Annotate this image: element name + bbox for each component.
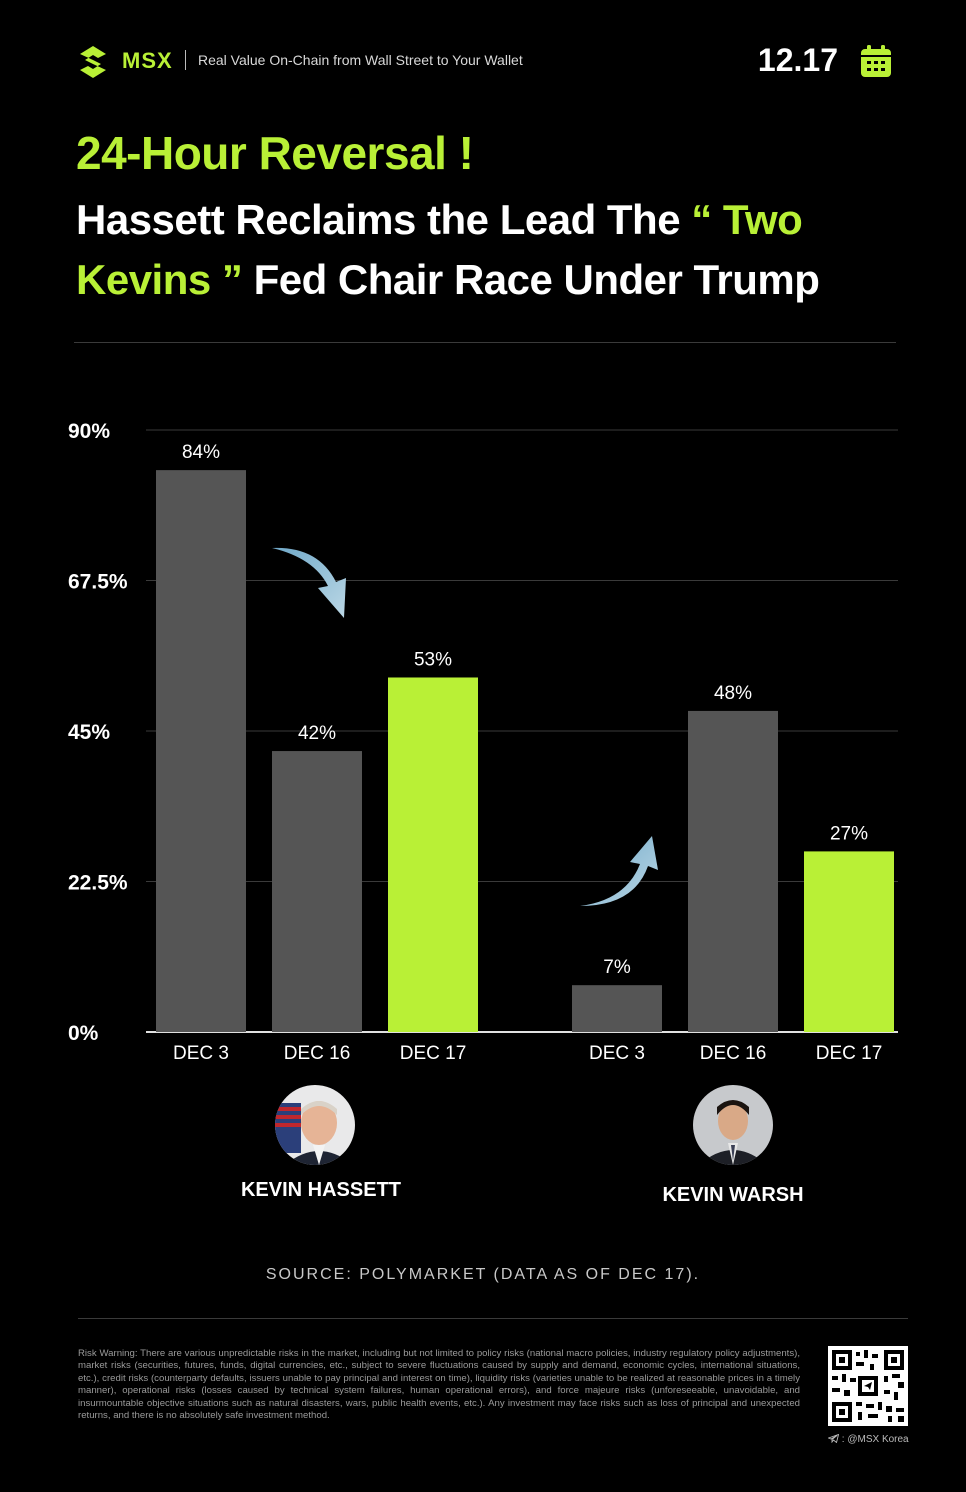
y-tick-label: 45%	[68, 721, 110, 744]
warsh-name: KEVIN WARSH	[662, 1184, 804, 1206]
subheadline-part2: Fed Chair Race Under Trump	[242, 256, 820, 303]
bar	[272, 751, 362, 1032]
subheadline-part1: Hassett Reclaims the Lead The	[76, 196, 692, 243]
data-label: 48%	[714, 683, 752, 704]
y-tick-label: 22.5%	[68, 872, 128, 895]
brand-name: MSX	[122, 48, 173, 73]
data-label: 84%	[182, 442, 220, 463]
data-label: 7%	[603, 957, 631, 978]
bar	[804, 851, 894, 1032]
x-tick-label: DEC 16	[284, 1043, 351, 1064]
msx-logo-icon	[80, 46, 106, 78]
date-label: 12.17	[757, 42, 838, 78]
y-tick-label: 90%	[68, 420, 110, 443]
subheadline: Hassett Reclaims the Lead The “ Two Kevi…	[76, 190, 936, 310]
telegram-icon	[827, 1433, 840, 1444]
calendar-icon	[861, 45, 891, 77]
brand-separator	[185, 50, 186, 70]
x-tick-label: DEC 17	[816, 1043, 883, 1064]
x-tick-label: DEC 16	[700, 1043, 767, 1064]
trend-down-arrow-icon	[272, 547, 346, 618]
qr-code-icon[interactable]	[828, 1346, 908, 1426]
social-handle[interactable]: : @MSX Korea	[827, 1433, 918, 1445]
x-tick-label: DEC 3	[173, 1043, 229, 1064]
data-label: 42%	[298, 723, 336, 744]
bar	[572, 985, 662, 1032]
bar	[388, 677, 478, 1032]
bar	[156, 470, 246, 1033]
source-note: SOURCE: POLYMARKET (DATA AS OF DEC 17).	[265, 1266, 701, 1283]
warsh-avatar-icon	[693, 1085, 773, 1165]
data-label: 27%	[830, 823, 868, 844]
x-tick-label: DEC 17	[400, 1043, 467, 1064]
headline: 24-Hour Reversal !	[76, 127, 474, 179]
top-divider	[74, 342, 896, 343]
x-tick-label: DEC 3	[589, 1043, 645, 1064]
tagline: Real Value On-Chain from Wall Street to …	[198, 52, 523, 68]
trend-up-arrow-icon	[580, 836, 658, 906]
y-tick-label: 0%	[68, 1022, 99, 1045]
footer-divider	[78, 1318, 908, 1319]
subheadline-highlight: “ Two Kevins ”	[76, 196, 803, 303]
bar	[688, 710, 778, 1032]
bar-chart: 0% 22.5% 45% 67.5% 90% 84% DEC 3 42% DEC 16 53% DE…	[68, 420, 898, 1064]
risk-warning: Risk Warning: There are various unpredic…	[78, 1348, 800, 1422]
hassett-avatar-icon	[275, 1085, 355, 1165]
social-handle-text: : @MSX Korea	[841, 1434, 909, 1445]
header: MSX Real Value On-Chain from Wall Street…	[76, 42, 896, 82]
data-label: 53%	[414, 649, 452, 670]
y-tick-label: 67.5%	[68, 571, 128, 594]
hassett-name: KEVIN HASSETT	[240, 1179, 402, 1201]
